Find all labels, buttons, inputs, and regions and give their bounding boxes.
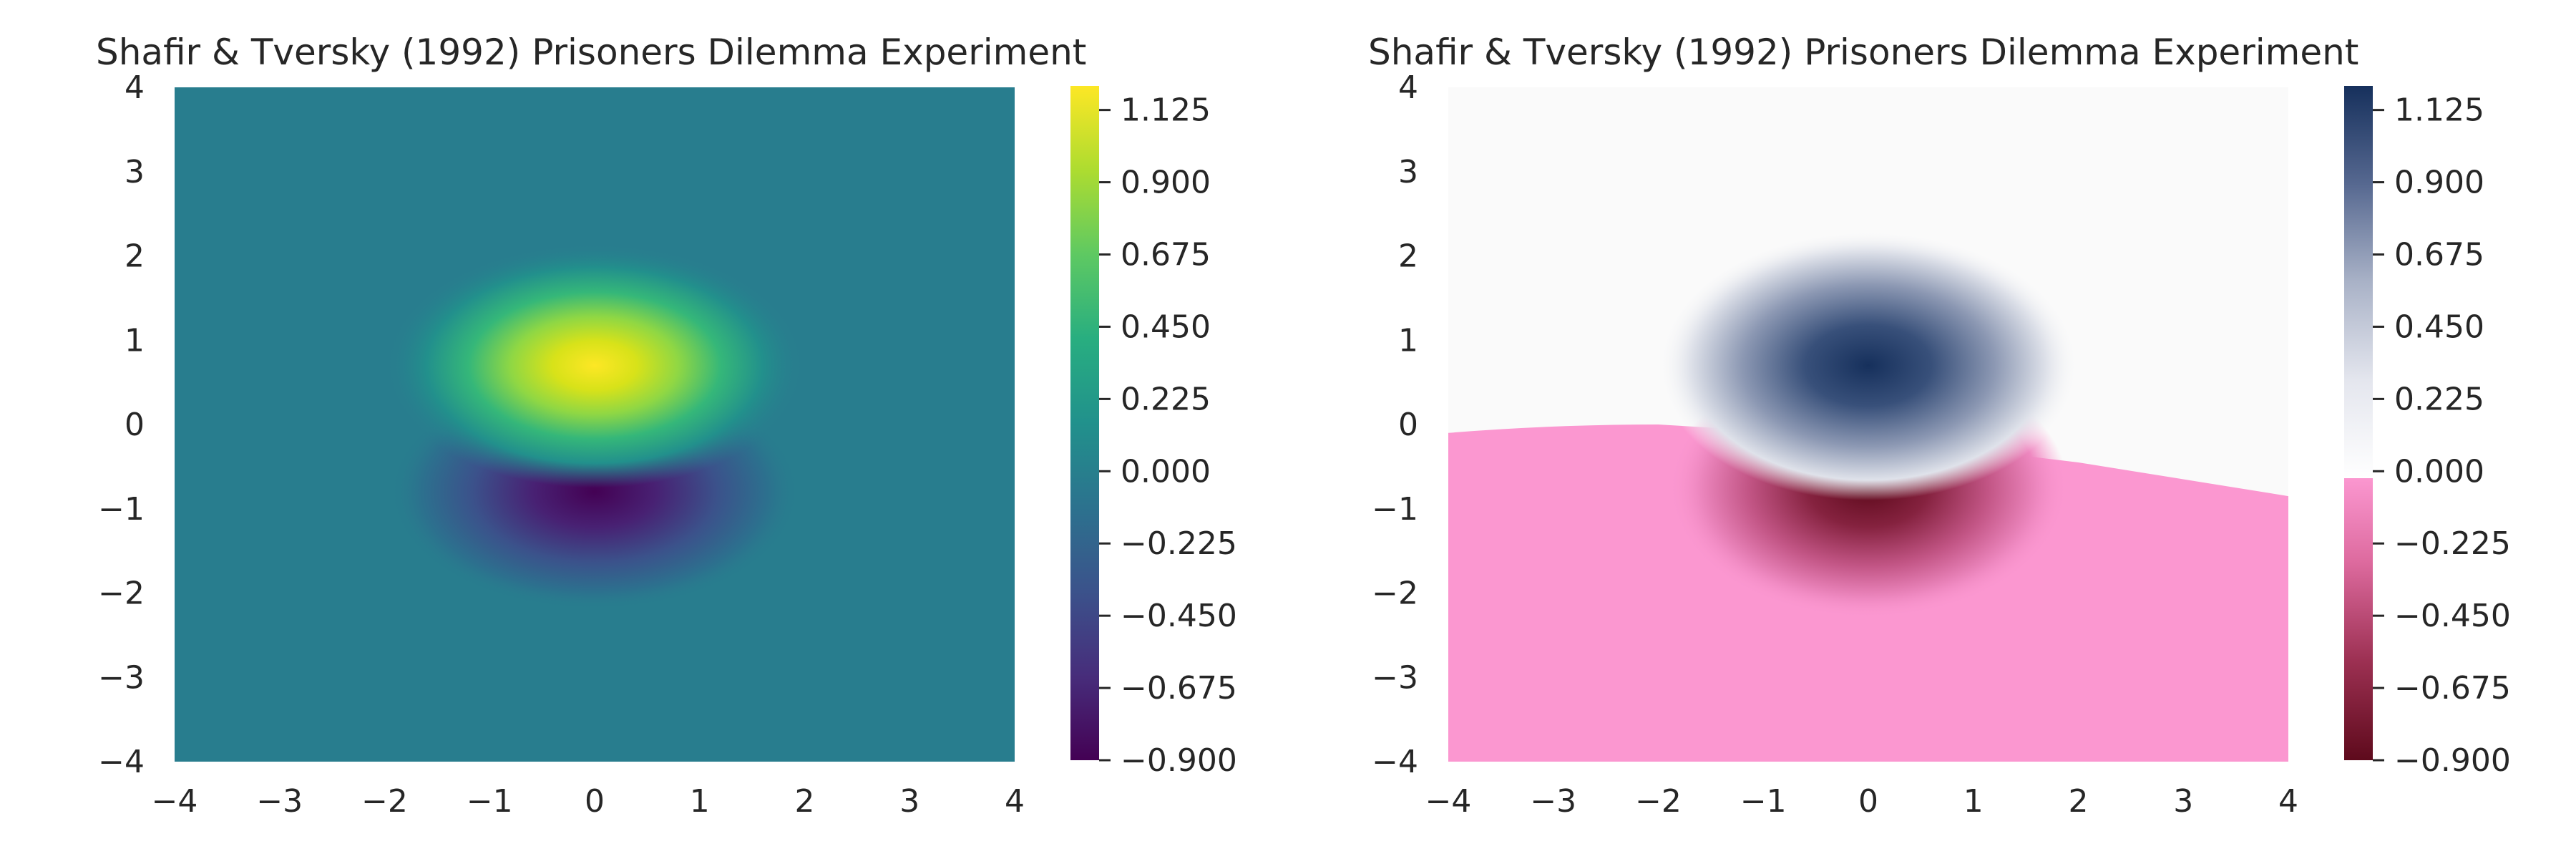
right-y-tick-label: 0 [1398, 407, 1418, 443]
right-colorbar-tick-label: 0.675 [2394, 237, 2484, 273]
right-y-tick-label: −4 [1372, 744, 1418, 780]
left-y-tick-label: −3 [98, 659, 145, 696]
right-x-tick-label: 0 [1858, 783, 1878, 820]
right-y-tick-label: 3 [1398, 154, 1418, 190]
left-heatmap-field [175, 87, 1015, 762]
right-colorbar-tick-label: 0.225 [2394, 381, 2484, 417]
right-colorbar-positive [2344, 86, 2373, 478]
right-x-tick-label: −3 [1530, 783, 1576, 820]
right-colorbar-tick-label: −0.675 [2394, 670, 2511, 707]
left-colorbar-tick-label: −0.675 [1121, 670, 1237, 707]
left-x-tick-label: 3 [899, 783, 919, 820]
left-y-axis-ticks: −4 −3 −2 −1 0 1 2 3 4 [98, 69, 145, 780]
left-y-tick-label: −1 [98, 491, 145, 528]
left-colorbar [1070, 86, 1099, 760]
left-positive-lobe [384, 243, 805, 488]
right-y-tick-label: 1 [1398, 322, 1418, 359]
left-y-tick-label: 3 [125, 154, 145, 190]
left-colorbar-tick-label: 0.900 [1121, 165, 1211, 201]
left-x-tick-label: −1 [467, 783, 513, 820]
left-y-tick-label: 0 [125, 407, 145, 443]
right-positive-lobe [1658, 230, 2079, 500]
right-x-tick-label: 4 [2278, 783, 2298, 820]
left-colorbar-tick-label: 0.000 [1121, 453, 1211, 490]
right-y-tick-label: 2 [1398, 238, 1418, 275]
left-x-tick-label: 2 [795, 783, 815, 820]
left-y-tick-label: 1 [125, 322, 145, 359]
right-x-tick-label: −2 [1635, 783, 1682, 820]
left-y-tick-label: 4 [125, 69, 145, 106]
left-chart: Shafir & Tversky (1992) Prisoners Dilemm… [96, 31, 1237, 820]
right-colorbar-tick-label: 0.450 [2394, 309, 2484, 345]
right-chart: Shafir & Tversky (1992) Prisoners Dilemm… [1368, 31, 2511, 820]
right-x-tick-label: 2 [2069, 783, 2089, 820]
right-colorbar-tick-label: 1.125 [2394, 92, 2484, 129]
right-heatmap-field [1448, 87, 2288, 762]
left-colorbar-tick-label: −0.225 [1121, 525, 1237, 562]
right-colorbar-tick-label: −0.900 [2394, 742, 2511, 779]
left-x-tick-label: 1 [690, 783, 710, 820]
right-y-tick-label: −1 [1372, 491, 1418, 528]
left-x-tick-label: 0 [585, 783, 605, 820]
right-colorbar-tick-label: 0.900 [2394, 165, 2484, 201]
left-x-tick-label: −3 [256, 783, 303, 820]
left-colorbar-tick-label: 0.675 [1121, 237, 1211, 273]
right-x-tick-label: 1 [1963, 783, 1984, 820]
left-colorbar-tick-label: −0.900 [1121, 742, 1237, 779]
left-colorbar-tick-label: 1.125 [1121, 92, 1211, 129]
left-y-tick-label: 2 [125, 238, 145, 275]
left-chart-title: Shafir & Tversky (1992) Prisoners Dilemm… [96, 31, 1086, 73]
right-y-tick-label: 4 [1398, 69, 1418, 106]
right-y-tick-label: −3 [1372, 659, 1418, 696]
right-colorbar-negative [2344, 478, 2373, 760]
left-colorbar-tick-label: 0.225 [1121, 381, 1211, 417]
right-colorbar-tick-label: −0.225 [2394, 525, 2511, 562]
right-x-tick-label: −4 [1425, 783, 1472, 820]
right-colorbar-tick-label: −0.450 [2394, 598, 2511, 634]
left-colorbar-ticks: 1.125 0.900 0.675 0.450 0.225 0.000 −0.225 −0.4… [1099, 92, 1237, 779]
left-x-axis-ticks: −4 −3 −2 −1 0 1 2 3 4 [152, 783, 1025, 820]
right-x-tick-label: 3 [2173, 783, 2193, 820]
right-colorbar-ticks: 1.125 0.900 0.675 0.450 0.225 0.000 −0.225 −0.4… [2373, 92, 2511, 779]
left-x-tick-label: −4 [152, 783, 198, 820]
left-colorbar-tick-label: −0.450 [1121, 598, 1237, 634]
right-x-axis-ticks: −4 −3 −2 −1 0 1 2 3 4 [1425, 783, 2298, 820]
left-y-tick-label: −2 [98, 576, 145, 612]
right-chart-title: Shafir & Tversky (1992) Prisoners Dilemm… [1368, 31, 2358, 73]
left-colorbar-tick-label: 0.450 [1121, 309, 1211, 345]
left-y-tick-label: −4 [98, 744, 145, 780]
left-x-tick-label: −2 [361, 783, 408, 820]
right-x-tick-label: −1 [1740, 783, 1787, 820]
right-y-tick-label: −2 [1372, 576, 1418, 612]
right-colorbar-tick-label: 0.000 [2394, 453, 2484, 490]
right-y-axis-ticks: −4 −3 −2 −1 0 1 2 3 4 [1372, 69, 1418, 780]
left-x-tick-label: 4 [1005, 783, 1025, 820]
